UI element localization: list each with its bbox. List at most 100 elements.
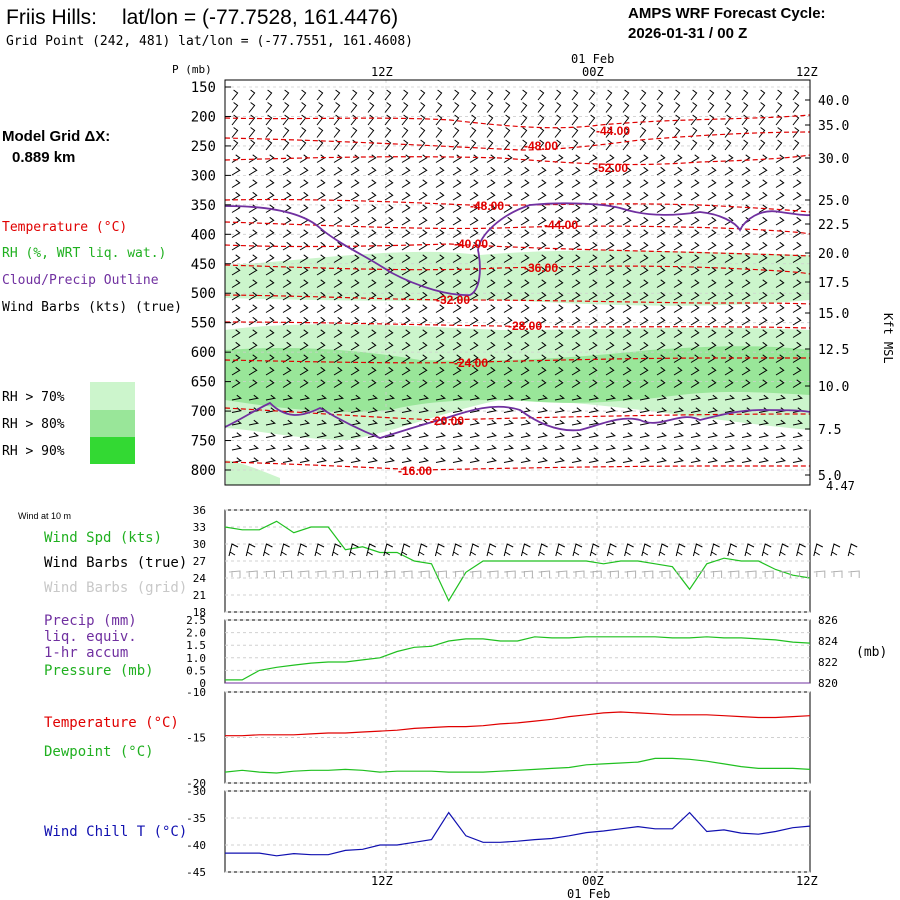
pressure-tick-label: 800: [191, 463, 216, 479]
gridpoint-label: Grid Point (242, 481) lat/lon = (-77.755…: [6, 34, 413, 49]
model-grid-label: Model Grid ΔX:: [2, 128, 110, 145]
panel-frame: [224, 691, 811, 784]
panel-tick-label: -40: [186, 839, 206, 852]
kft-tick-label: 17.5: [818, 276, 849, 291]
panel-series-line: [225, 711, 811, 737]
panel-frame: [224, 619, 811, 684]
panel-right-tick-label: 824: [818, 635, 838, 648]
cloud-outline-upper: [224, 202, 811, 296]
temperature-contour-label: -36.00: [524, 261, 558, 275]
pressure-tick-label: 150: [191, 80, 216, 96]
pressure-tick-label: 400: [191, 227, 216, 243]
wind-chill-label: Wind Chill T (°C): [44, 824, 187, 840]
wind-barbs-true-label: Wind Barbs (true): [44, 555, 187, 571]
temperature-contour-label: -48.00: [524, 139, 558, 153]
pressure-tick-label: 550: [191, 316, 216, 332]
wind-panel: 36 33 30 27 24 21 18: [193, 504, 860, 619]
pressure-tick-label: 600: [191, 345, 216, 361]
temperature-label: Temperature (°C): [44, 715, 179, 731]
top-time-label-2: 00Z: [582, 65, 604, 79]
location-title: Friis Hills:: [6, 6, 97, 29]
terrain-height-label: 4.47: [826, 479, 855, 493]
cloud-outline-lower: [224, 401, 811, 439]
precip-equiv-label: liq. equiv.: [44, 629, 137, 645]
pressure-tick-label: 650: [191, 375, 216, 391]
temperature-contour: [224, 357, 810, 364]
bottom-time-label-3: 12Z: [796, 874, 818, 888]
temperature-contour-label: -44.00: [544, 218, 578, 232]
dewpoint-label: Dewpoint (°C): [44, 744, 154, 760]
legend-barbs: Wind Barbs (kts) (true): [2, 300, 182, 315]
legend-temperature: Temperature (°C): [2, 220, 127, 235]
wind-chill-panel: -30 -35 -40 -45: [186, 785, 811, 879]
panel-tick-label: 24: [193, 572, 207, 585]
temperature-contour-label: -28.00: [508, 319, 542, 333]
kft-tick-label: 22.5: [818, 218, 849, 233]
rh80-blob-right: [600, 355, 810, 389]
kft-tick-label: 7.5: [818, 423, 841, 438]
wind-panel-title: Wind at 10 m: [18, 511, 71, 521]
legend-rh: RH (%, WRT liq. wat.): [2, 246, 166, 261]
rh70-bottom-left: [226, 460, 280, 485]
cycle-label: AMPS WRF Forecast Cycle:: [628, 5, 826, 22]
legend-swatch-rh70: [90, 382, 135, 410]
temperature-contour-label: -48.00: [470, 199, 504, 213]
temperature-contour-label: -16.00: [398, 464, 432, 478]
kft-tick-label: 12.5: [818, 343, 849, 358]
wind-barbs: [231, 89, 803, 463]
panel-series-line: [224, 757, 811, 774]
panel-tick-label: 18: [193, 606, 206, 619]
bottom-time-label-2: 00Z: [582, 874, 604, 888]
pressure-tick-label: 250: [191, 139, 216, 155]
temperature-contour: [224, 131, 811, 151]
panel-tick-label: -35: [186, 812, 206, 825]
panel-tick-label: 36: [193, 504, 206, 517]
legend-rh70: RH > 70%: [2, 390, 65, 405]
temperature-contour-label: -20.00: [430, 414, 464, 428]
panel-tick-label: 33: [193, 521, 206, 534]
pressure-label: Pressure (mb): [44, 663, 154, 679]
temperature-contour: [224, 407, 811, 421]
panel-tick-label: -45: [186, 866, 206, 879]
temperature-contour-label: -32.00: [436, 293, 470, 307]
pressure-tick-label: 700: [191, 404, 216, 420]
pressure-units: (mb): [856, 645, 887, 660]
kft-tick-label: 5.0: [818, 469, 841, 484]
grid-wind-barbs: [228, 570, 860, 578]
bottom-time-label-1: 12Z: [371, 874, 393, 888]
panel-tick-label: 21: [193, 589, 206, 602]
cross-section-plot: -44.00 -48.00 -52.00 -48.00 -44.00 -40.00 -36.…: [224, 79, 811, 486]
panel-series-line: [225, 811, 811, 857]
bottom-date-label: 01 Feb: [567, 887, 610, 900]
pressure-tick-label: 200: [191, 109, 216, 125]
cycle-value: 2026-01-31 / 00 Z: [628, 25, 747, 42]
kft-tick-label: 35.0: [818, 119, 849, 134]
kft-tick-label: 25.0: [818, 194, 849, 209]
legend-rh80: RH > 80%: [2, 417, 65, 432]
panel-tick-label: 1.0: [186, 652, 206, 665]
top-time-label-1: 12Z: [371, 65, 393, 79]
pressure-tick-label: 350: [191, 198, 216, 214]
wind-spd-label: Wind Spd (kts): [44, 530, 162, 546]
panel-right-tick-label: 826: [818, 614, 838, 627]
kft-tick-label: 30.0: [818, 152, 849, 167]
panel-tick-label: 2.5: [186, 614, 206, 627]
panel-tick-label: 30: [193, 538, 206, 551]
temperature-contour: [224, 221, 811, 235]
panel-tick-label: 27: [193, 555, 206, 568]
legend-swatch-rh80: [90, 410, 135, 437]
panel-tick-label: -30: [186, 785, 206, 798]
temperature-contour: [224, 264, 811, 275]
kft-tick-label: 40.0: [818, 94, 849, 109]
true-wind-barbs: [228, 543, 858, 557]
legend-rh90: RH > 90%: [2, 444, 65, 459]
pressure-tick-label: 300: [191, 168, 216, 184]
panel-right-tick-label: 822: [818, 656, 838, 669]
panel-series-line: [224, 520, 811, 602]
panel-frame: [224, 790, 811, 873]
temperature-contour-label: -24.00: [454, 356, 488, 370]
kft-tick-label: 10.0: [818, 380, 849, 395]
legend-swatch-rh90: [90, 437, 135, 464]
pressure-tick-label: 500: [191, 286, 216, 302]
